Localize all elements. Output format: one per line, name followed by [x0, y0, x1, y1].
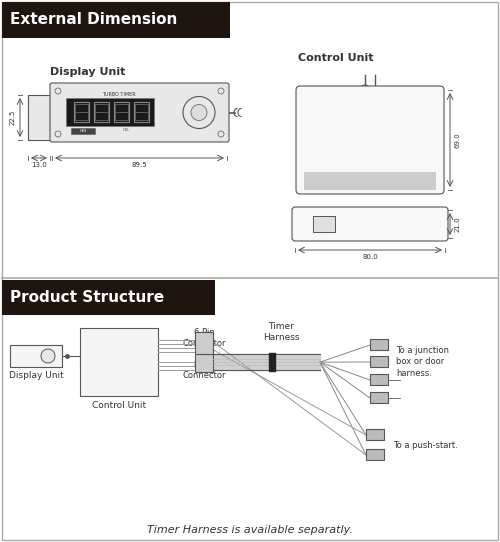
Text: Product Structure: Product Structure — [10, 291, 164, 306]
Bar — [134, 102, 149, 122]
Text: DRL: DRL — [122, 128, 130, 132]
FancyBboxPatch shape — [292, 207, 448, 241]
Bar — [114, 102, 129, 122]
Text: 89.5: 89.5 — [132, 162, 148, 168]
Bar — [71, 128, 95, 134]
Bar — [80, 328, 158, 396]
Text: Display Unit: Display Unit — [50, 67, 126, 77]
Text: 21.0: 21.0 — [455, 216, 461, 232]
Bar — [195, 332, 213, 354]
Text: 8 Pin
Connector: 8 Pin Connector — [182, 360, 226, 380]
Circle shape — [55, 131, 61, 137]
Bar — [366, 449, 384, 460]
Text: Display Unit: Display Unit — [8, 371, 64, 379]
Text: 13.0: 13.0 — [31, 162, 47, 168]
Bar — [66, 98, 154, 126]
Text: Timer Harness is available separatly.: Timer Harness is available separatly. — [147, 525, 353, 535]
Text: TURBO TIMER: TURBO TIMER — [102, 93, 136, 98]
Circle shape — [41, 349, 55, 363]
Text: HKS: HKS — [80, 129, 86, 133]
Text: Control Unit: Control Unit — [92, 401, 146, 410]
FancyBboxPatch shape — [296, 86, 444, 194]
Bar — [370, 392, 388, 403]
Text: 22.5: 22.5 — [10, 110, 16, 125]
Bar — [370, 374, 388, 385]
Bar — [94, 102, 109, 122]
Text: External Dimension: External Dimension — [10, 12, 177, 28]
Bar — [370, 339, 388, 350]
Bar — [366, 429, 384, 440]
Text: 69.0: 69.0 — [455, 132, 461, 148]
Text: 6 Pin
Connector: 6 Pin Connector — [182, 328, 226, 348]
Circle shape — [183, 96, 215, 128]
Bar — [74, 102, 89, 122]
Circle shape — [55, 88, 61, 94]
Text: To a junction
box or door
harness.: To a junction box or door harness. — [396, 346, 449, 378]
Bar — [2, 280, 215, 315]
Text: Timer
Harness: Timer Harness — [263, 322, 300, 342]
Bar — [370, 356, 388, 367]
Circle shape — [218, 88, 224, 94]
Bar — [304, 172, 436, 190]
Text: To a push-start.: To a push-start. — [393, 441, 458, 449]
FancyBboxPatch shape — [50, 83, 229, 142]
Text: Control Unit: Control Unit — [298, 53, 374, 63]
Bar — [313, 216, 335, 232]
Bar — [195, 354, 213, 372]
Bar — [10, 345, 62, 367]
Text: 80.0: 80.0 — [362, 254, 378, 260]
Circle shape — [218, 131, 224, 137]
Bar — [2, 2, 230, 38]
Circle shape — [191, 105, 207, 120]
Bar — [28, 95, 50, 140]
